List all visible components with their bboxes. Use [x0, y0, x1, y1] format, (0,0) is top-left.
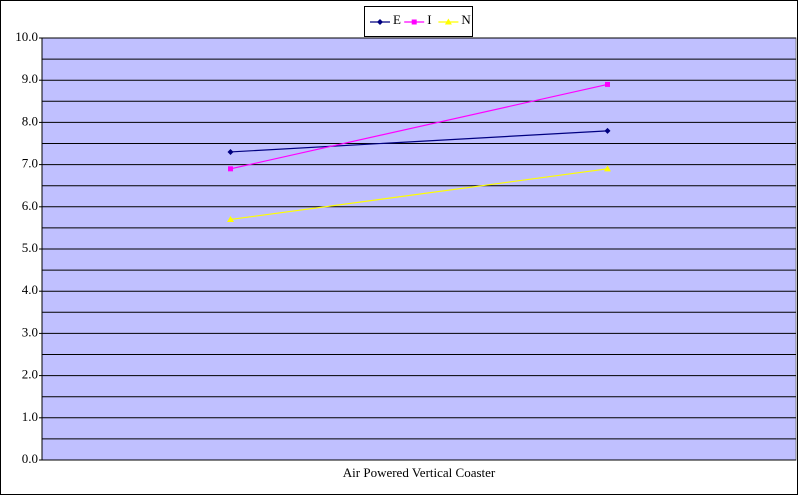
data-point	[604, 127, 611, 134]
y-tick-label: 7.0	[22, 156, 38, 171]
y-tick-label: 6.0	[22, 198, 38, 213]
data-point	[604, 165, 611, 172]
data-point	[228, 166, 233, 172]
y-tick-label: 9.0	[22, 71, 38, 86]
data-point	[227, 215, 234, 222]
legend-marker	[411, 19, 417, 25]
data-point	[605, 81, 610, 87]
legend-label: I	[427, 12, 431, 27]
y-tick-label: 4.0	[22, 282, 38, 297]
data-point	[227, 148, 234, 155]
y-tick-label: 1.0	[22, 409, 38, 424]
legend-marker	[444, 18, 452, 25]
series-line	[230, 83, 608, 170]
legend-label: N	[461, 12, 471, 27]
y-tick-label: 8.0	[22, 113, 38, 128]
series-line	[230, 130, 608, 153]
y-tick-label: 3.0	[22, 324, 38, 339]
legend-label: E	[393, 12, 401, 27]
y-tick-label: 2.0	[22, 367, 38, 382]
y-tick-label: 10.0	[15, 29, 38, 44]
y-tick-label: 0.0	[22, 451, 38, 466]
y-tick-label: 5.0	[22, 240, 38, 255]
series-line	[230, 168, 608, 221]
legend-marker	[377, 19, 383, 25]
x-axis-label: Air Powered Vertical Coaster	[343, 465, 496, 480]
